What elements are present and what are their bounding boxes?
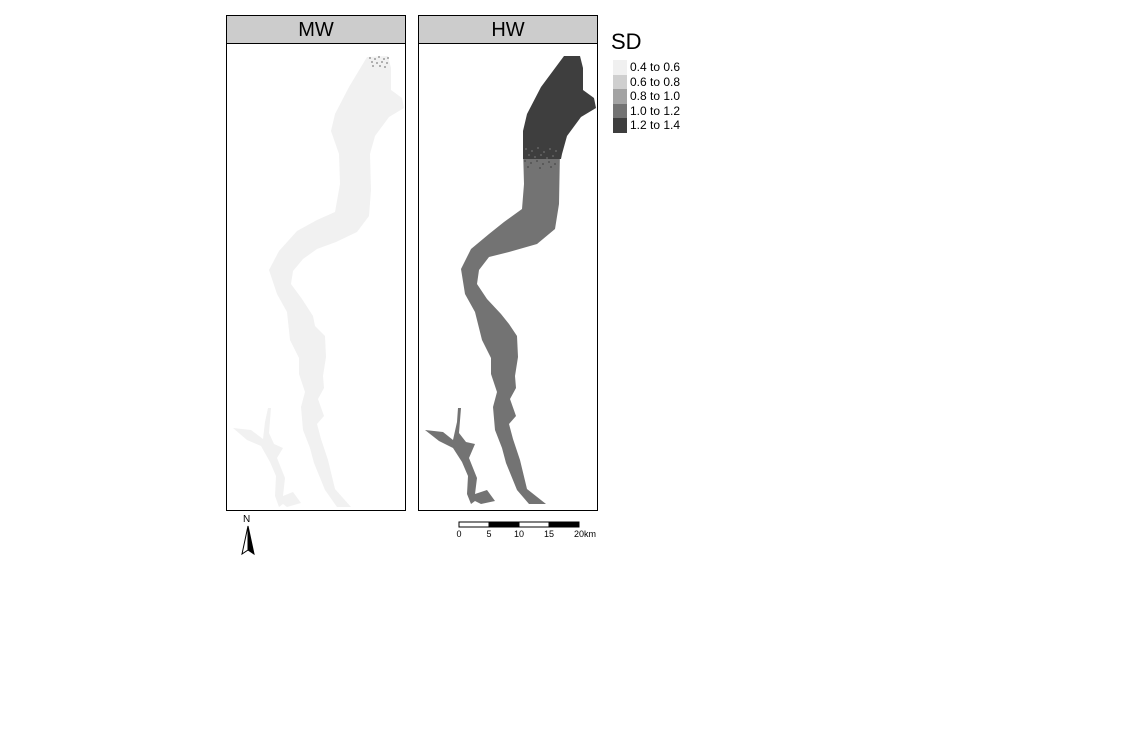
legend-label: 1.0 to 1.2 xyxy=(630,103,681,118)
river-polygon-hw-lower xyxy=(461,149,560,504)
legend-swatch xyxy=(613,118,627,133)
legend-item: 0.4 to 0.6 xyxy=(611,60,680,75)
facet-panel-mw: MW xyxy=(226,15,406,511)
scale-tick-label: 5 xyxy=(486,529,492,539)
legend-label: 0.8 to 1.0 xyxy=(630,89,681,103)
scale-tick-label: 15 xyxy=(543,529,555,539)
scale-tick-label: 0 xyxy=(456,529,462,539)
legend-swatch xyxy=(613,60,627,75)
river-branch-hw xyxy=(425,408,495,504)
legend-label: 1.2 to 1.4 xyxy=(630,118,681,132)
stipple-texture-hw xyxy=(524,147,557,169)
river-branch-mw xyxy=(233,408,301,507)
scale-bar: 0 5 10 15 20km xyxy=(455,521,605,541)
north-label: N xyxy=(243,514,251,525)
legend-swatch xyxy=(613,103,627,118)
facet-panel-hw: HW xyxy=(418,15,598,511)
scale-tick-label: 10 xyxy=(513,529,525,539)
river-polygon-mw xyxy=(269,56,404,507)
legend-item: 1.2 to 1.4 xyxy=(611,118,680,133)
legend-item: 0.6 to 0.8 xyxy=(611,74,680,89)
legend-swatch xyxy=(613,74,627,89)
scale-tick-label: 20km xyxy=(573,529,597,539)
legend-item: 0.8 to 1.0 xyxy=(611,89,680,104)
legend-title: SD xyxy=(611,29,642,54)
legend-label: 0.4 to 0.6 xyxy=(630,60,681,74)
scale-bar-graphic xyxy=(458,521,580,528)
legend-swatch xyxy=(613,89,627,104)
river-map-hw xyxy=(425,56,596,504)
north-arrow-icon xyxy=(241,525,255,556)
legend: SD 0.4 to 0.6 0.6 to 0.8 0.8 to 1.0 1.0 … xyxy=(611,29,680,133)
stipple-texture-mw xyxy=(369,56,389,68)
legend-item: 1.0 to 1.2 xyxy=(611,103,680,118)
facet-title-hw: HW xyxy=(419,16,597,44)
river-polygon-hw-upper xyxy=(523,56,596,159)
legend-label: 0.6 to 0.8 xyxy=(630,74,681,89)
river-map-mw xyxy=(233,56,404,507)
facet-title-mw: MW xyxy=(227,16,405,44)
